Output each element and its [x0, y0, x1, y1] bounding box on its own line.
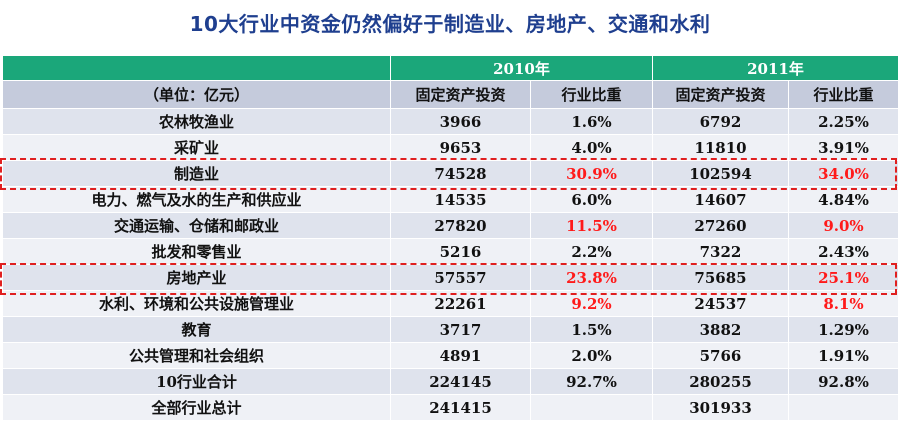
table-row: 制造业 74528 30.9% 102594 34.0% [2, 160, 899, 187]
table-row: 电力、燃气及水的生产和供应业 14535 6.0% 14607 4.84% [2, 186, 899, 213]
share-2010-cell: 2.2% [530, 238, 653, 265]
industry-name-cell: 采矿业 [2, 134, 391, 161]
share-2010-cell [530, 394, 653, 421]
investment-2010-cell: 27820 [390, 212, 531, 239]
share-2011-cell: 34.0% [788, 160, 899, 187]
year-2010-header: 2010年 [390, 55, 653, 81]
investment-table: 2010年 2011年 （单位：亿元） 固定资产投资 行业比重 固定资产投资 行… [2, 55, 899, 421]
investment-2011-cell: 7322 [652, 238, 789, 265]
investment-2010-cell: 224145 [390, 368, 531, 395]
share-2010-cell: 9.2% [530, 290, 653, 317]
table-row: 批发和零售业 5216 2.2% 7322 2.43% [2, 238, 899, 265]
share-2011-cell: 2.25% [788, 108, 899, 135]
industry-name-cell: 电力、燃气及水的生产和供应业 [2, 186, 391, 213]
industry-name-cell: 农林牧渔业 [2, 108, 391, 135]
share-2011-cell: 1.29% [788, 316, 899, 343]
share-2010-cell: 1.6% [530, 108, 653, 135]
col-investment-2011: 固定资产投资 [652, 80, 789, 109]
investment-2010-cell: 5216 [390, 238, 531, 265]
table-row: 水利、环境和公共设施管理业 22261 9.2% 24537 8.1% [2, 290, 899, 317]
investment-2011-cell: 6792 [652, 108, 789, 135]
column-header-row: （单位：亿元） 固定资产投资 行业比重 固定资产投资 行业比重 [2, 80, 899, 109]
share-2010-cell: 11.5% [530, 212, 653, 239]
investment-2011-cell: 24537 [652, 290, 789, 317]
share-2010-cell: 23.8% [530, 264, 653, 291]
investment-2010-cell: 57557 [390, 264, 531, 291]
investment-2010-cell: 14535 [390, 186, 531, 213]
industry-name-cell: 批发和零售业 [2, 238, 391, 265]
industry-name-cell: 公共管理和社会组织 [2, 342, 391, 369]
investment-2010-cell: 3717 [390, 316, 531, 343]
share-2010-cell: 1.5% [530, 316, 653, 343]
page-title: 10大行业中资金仍然偏好于制造业、房地产、交通和水利 [189, 12, 711, 36]
table-row: 教育 3717 1.5% 3882 1.29% [2, 316, 899, 343]
table-row: 房地产业 57557 23.8% 75685 25.1% [2, 264, 899, 291]
investment-2011-cell: 3882 [652, 316, 789, 343]
col-investment-2010: 固定资产投资 [390, 80, 531, 109]
share-2011-cell: 1.91% [788, 342, 899, 369]
unit-label: （单位：亿元） [2, 80, 391, 109]
share-2011-cell [788, 394, 899, 421]
industry-name-cell: 交通运输、仓储和邮政业 [2, 212, 391, 239]
share-2010-cell: 30.9% [530, 160, 653, 187]
col-share-2010: 行业比重 [530, 80, 653, 109]
industry-name-cell: 制造业 [2, 160, 391, 187]
header-blank-cell [2, 55, 391, 81]
table-row: 全部行业总计 241415 301933 [2, 394, 899, 421]
year-2011-header: 2011年 [652, 55, 899, 81]
industry-name-cell: 水利、环境和公共设施管理业 [2, 290, 391, 317]
industry-name-cell: 教育 [2, 316, 391, 343]
share-2010-cell: 4.0% [530, 134, 653, 161]
share-2011-cell: 4.84% [788, 186, 899, 213]
share-2010-cell: 92.7% [530, 368, 653, 395]
share-2011-cell: 25.1% [788, 264, 899, 291]
share-2011-cell: 2.43% [788, 238, 899, 265]
table-row: 10行业合计 224145 92.7% 280255 92.8% [2, 368, 899, 395]
investment-2010-cell: 4891 [390, 342, 531, 369]
investment-2010-cell: 9653 [390, 134, 531, 161]
investment-2011-cell: 5766 [652, 342, 789, 369]
investment-2011-cell: 27260 [652, 212, 789, 239]
industry-name-cell: 房地产业 [2, 264, 391, 291]
share-2011-cell: 9.0% [788, 212, 899, 239]
investment-2010-cell: 241415 [390, 394, 531, 421]
industry-name-cell: 10行业合计 [2, 368, 391, 395]
share-2011-cell: 92.8% [788, 368, 899, 395]
investment-2010-cell: 74528 [390, 160, 531, 187]
investment-2010-cell: 22261 [390, 290, 531, 317]
investment-2011-cell: 102594 [652, 160, 789, 187]
investment-2011-cell: 14607 [652, 186, 789, 213]
share-2011-cell: 3.91% [788, 134, 899, 161]
share-2011-cell: 8.1% [788, 290, 899, 317]
year-header-row: 2010年 2011年 [2, 55, 899, 81]
table-row: 农林牧渔业 3966 1.6% 6792 2.25% [2, 108, 899, 135]
investment-2011-cell: 11810 [652, 134, 789, 161]
share-2010-cell: 6.0% [530, 186, 653, 213]
col-share-2011: 行业比重 [788, 80, 899, 109]
investment-2011-cell: 301933 [652, 394, 789, 421]
table-row: 采矿业 9653 4.0% 11810 3.91% [2, 134, 899, 161]
table-row: 公共管理和社会组织 4891 2.0% 5766 1.91% [2, 342, 899, 369]
investment-2011-cell: 280255 [652, 368, 789, 395]
investment-2010-cell: 3966 [390, 108, 531, 135]
investment-2011-cell: 75685 [652, 264, 789, 291]
share-2010-cell: 2.0% [530, 342, 653, 369]
table-row: 交通运输、仓储和邮政业 27820 11.5% 27260 9.0% [2, 212, 899, 239]
industry-name-cell: 全部行业总计 [2, 394, 391, 421]
